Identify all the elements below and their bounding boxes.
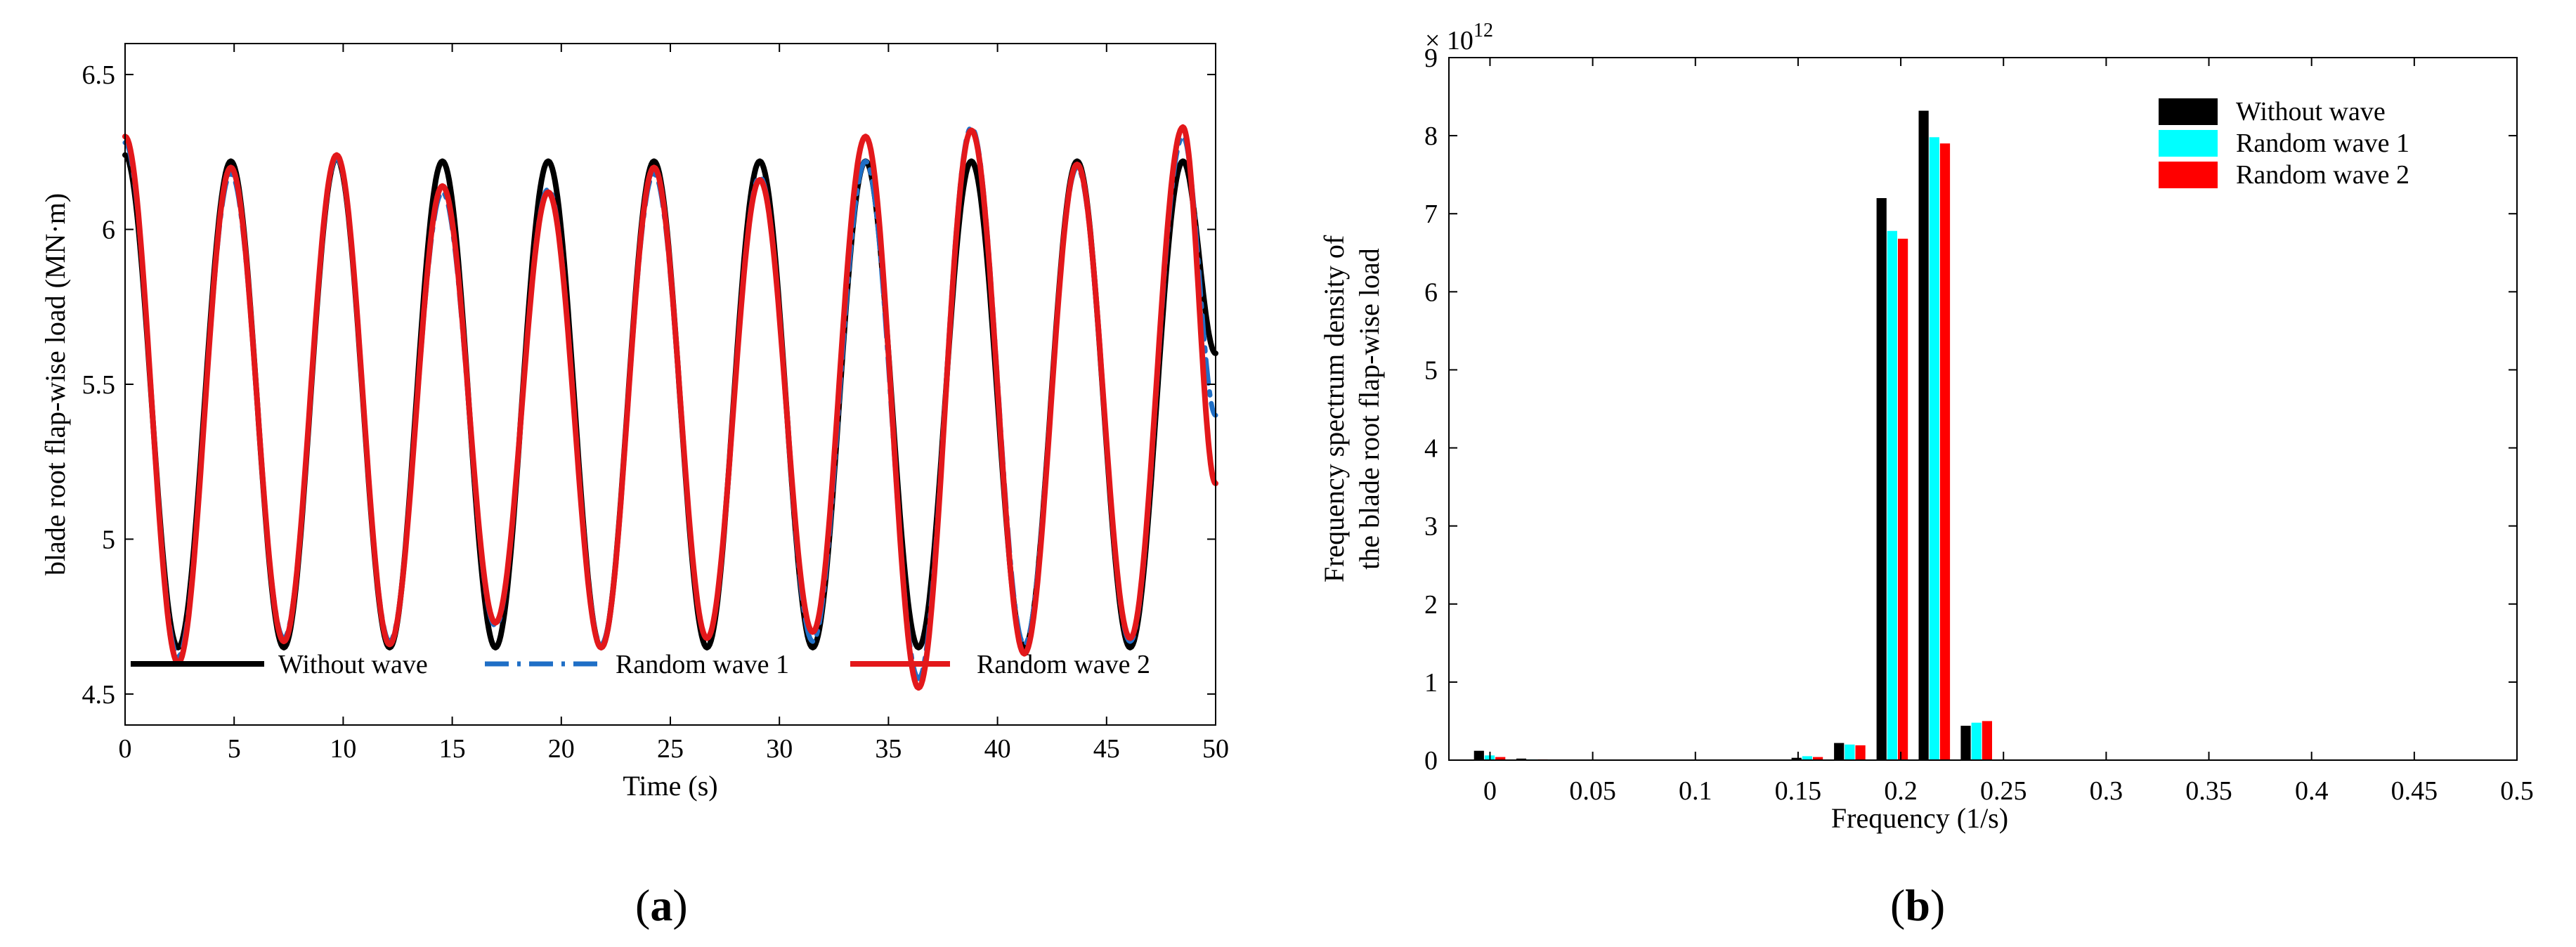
chart-b-exponent-label: × 1012 xyxy=(1425,20,1493,55)
chart-b-bar-2-4 xyxy=(1845,744,1855,760)
chart-b-bar-1-2 xyxy=(1516,758,1527,760)
chart-b-y-tick-label: 3 xyxy=(1424,512,1438,542)
chart-b-bar-1-1 xyxy=(1474,750,1484,760)
chart-a-x-tick-label: 15 xyxy=(439,734,466,764)
chart-b-legend-swatch-2 xyxy=(2159,130,2218,157)
chart-a-ticks: 0 5 10 15 20 25 30 35 40 45 50 4.5 5 5.5 6 6.5 xyxy=(82,44,1229,764)
chart-b-x-tick-label: 0.2 xyxy=(1884,776,1918,806)
chart-b-bar-2-7 xyxy=(1971,722,1982,760)
chart-a-x-tick-label: 30 xyxy=(766,734,793,764)
chart-b-legend-swatch-1 xyxy=(2159,98,2218,125)
chart-b-x-tick-label: 0.25 xyxy=(1980,776,2027,806)
chart-b-x-tick-label: 0.05 xyxy=(1569,776,1616,806)
chart-b-bar-3-7 xyxy=(1982,721,1992,760)
chart-b-bar-2-6 xyxy=(1929,137,1939,761)
chart-b-bar-2-3 xyxy=(1802,756,1812,760)
chart-b-y-tick-label: 5 xyxy=(1424,355,1438,385)
chart-a-x-tick-label: 45 xyxy=(1093,734,1120,764)
chart-b-y-tick-label: 7 xyxy=(1424,200,1438,229)
chart-a-x-tick-label: 0 xyxy=(119,734,132,764)
chart-b-x-tick-label: 0.35 xyxy=(2185,776,2232,806)
chart-b-x-tick-label: 0.5 xyxy=(2500,776,2534,806)
chart-b-y-axis-label-line2: the blade root flap-wise load xyxy=(1353,248,1385,570)
chart-a-y-tick-label: 5 xyxy=(102,525,115,554)
chart-b-bar-3-5 xyxy=(1898,238,1908,760)
chart-b-bar-3-6 xyxy=(1939,143,1951,760)
chart-b-plot-frame xyxy=(1448,57,2518,761)
chart-a-x-tick-label: 25 xyxy=(657,734,684,764)
chart-a-y-tick-label: 6.5 xyxy=(82,60,116,90)
chart-b-y-tick-label: 1 xyxy=(1424,668,1438,698)
chart-b-x-tick-label: 0 xyxy=(1483,776,1497,806)
chart-a-y-tick-label: 4.5 xyxy=(82,680,116,710)
chart-b-legend-label-3: Random wave 2 xyxy=(2236,160,2409,190)
chart-a-legend-label-1: Without wave xyxy=(278,650,428,679)
chart-a-series-line-3 xyxy=(122,124,1218,691)
chart-b-y-tick-label: 0 xyxy=(1424,746,1438,776)
chart-b-bar-2-5 xyxy=(1887,230,1897,760)
chart-b-y-tick-label: 8 xyxy=(1424,122,1438,151)
chart-b: 0 0.05 0.1 0.15 0.2 0.25 0.3 0.35 0.4 0.45 0.5 0 1 2 3… xyxy=(1318,20,2534,930)
chart-b-y-tick-label: 9 xyxy=(1424,44,1438,73)
chart-b-y-axis-label-line1: Frequency spectrum density of xyxy=(1318,235,1350,582)
chart-b-bar-1-5 xyxy=(1876,198,1887,760)
chart-b-bar-3-4 xyxy=(1855,745,1866,760)
chart-a-y-axis-label: blade root flap-wise load (MN·m) xyxy=(39,193,71,575)
chart-a-x-tick-label: 10 xyxy=(330,734,356,764)
chart-b-bar-3-1 xyxy=(1495,757,1506,760)
chart-b-legend-label-1: Without wave xyxy=(2236,97,2386,126)
chart-a-legend-label-3: Random wave 2 xyxy=(977,650,1150,679)
chart-b-ticks: 0 0.05 0.1 0.15 0.2 0.25 0.3 0.35 0.4 0.45 0.5 0 1 2 3… xyxy=(1424,44,2534,806)
chart-b-y-tick-label: 2 xyxy=(1424,590,1438,620)
chart-b-y-tick-label: 4 xyxy=(1424,434,1438,464)
chart-a-x-tick-label: 35 xyxy=(875,734,902,764)
chart-a-legend-label-2: Random wave 1 xyxy=(616,650,789,679)
chart-b-x-tick-label: 0.1 xyxy=(1679,776,1712,806)
chart-a-x-axis-label: Time (s) xyxy=(623,770,717,802)
chart-b-x-tick-label: 0.15 xyxy=(1775,776,1822,806)
chart-b-panel-label: (b) xyxy=(1890,880,1945,930)
chart-a-x-tick-label: 5 xyxy=(228,734,241,764)
chart-a-x-tick-label: 20 xyxy=(548,734,575,764)
chart-b-legend-swatch-3 xyxy=(2159,162,2218,188)
chart-b-bar-1-7 xyxy=(1960,726,1971,760)
chart-b-x-tick-label: 0.4 xyxy=(2295,776,2329,806)
chart-b-x-tick-label: 0.3 xyxy=(2090,776,2123,806)
chart-a-y-tick-label: 5.5 xyxy=(82,370,116,400)
chart-a-y-tick-label: 6 xyxy=(102,216,115,245)
chart-a-legend: Without wave Random wave 1 Random wave 2 xyxy=(131,650,1150,679)
chart-b-legend-label-2: Random wave 1 xyxy=(2236,129,2409,158)
chart-b-bar-3-3 xyxy=(1813,757,1823,760)
chart-b-x-axis-label: Frequency (1/s) xyxy=(1831,802,2008,834)
chart-a-x-tick-label: 40 xyxy=(984,734,1011,764)
chart-b-x-tick-label: 0.45 xyxy=(2391,776,2438,806)
chart-a-panel-label: (a) xyxy=(635,880,688,930)
chart-b-bar-1-3 xyxy=(1791,757,1802,760)
chart-a: 0 5 10 15 20 25 30 35 40 45 50 4.5 5 5.5 6 6.5 Time (s)… xyxy=(39,43,1229,930)
chart-b-bars-layer xyxy=(1474,110,1992,761)
chart-b-y-tick-label: 6 xyxy=(1424,277,1438,307)
chart-b-bar-1-4 xyxy=(1834,743,1845,760)
chart-a-x-tick-label: 50 xyxy=(1202,734,1229,764)
chart-b-bar-1-6 xyxy=(1918,110,1929,761)
chart-a-series-layer xyxy=(122,124,1218,691)
